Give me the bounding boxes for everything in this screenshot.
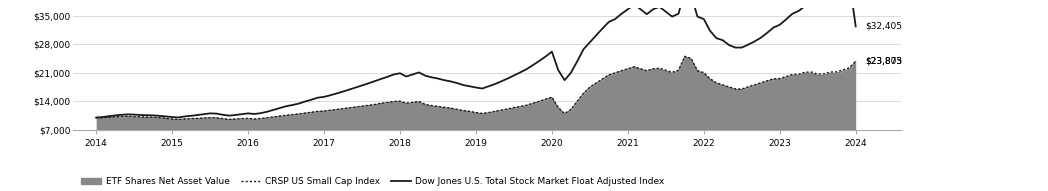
- Text: $23,805: $23,805: [865, 57, 902, 66]
- Legend: ETF Shares Net Asset Value, CRSP US Small Cap Index, Dow Jones U.S. Total Stock : ETF Shares Net Asset Value, CRSP US Smal…: [78, 173, 669, 190]
- Text: $23,873: $23,873: [865, 57, 902, 66]
- Text: $32,405: $32,405: [865, 22, 902, 31]
